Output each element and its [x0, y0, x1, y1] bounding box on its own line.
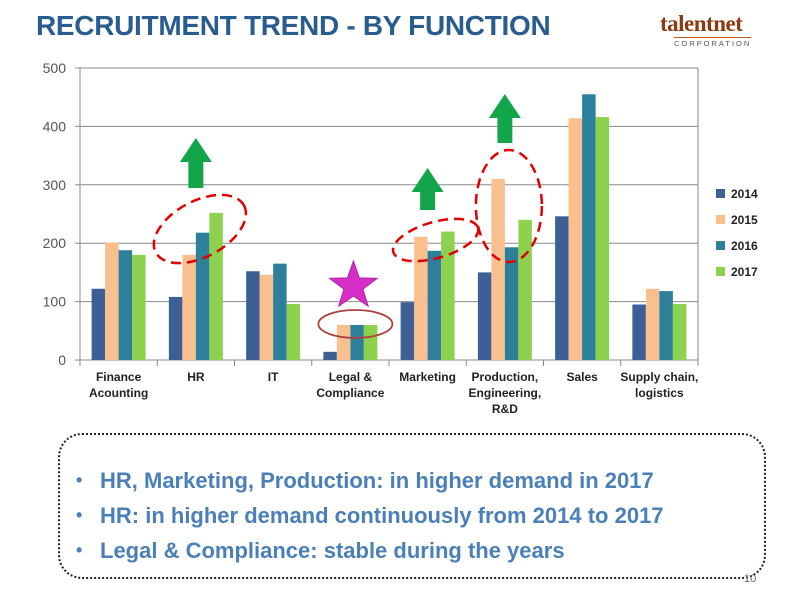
x-category-label: Acounting: [89, 386, 148, 400]
y-tick-label: 0: [58, 352, 66, 368]
y-tick-label: 200: [43, 235, 67, 251]
bar-2017-4: [441, 231, 455, 360]
bar-2015-0: [105, 242, 119, 360]
bar-2017-1: [209, 212, 223, 360]
bar-2016-0: [118, 250, 133, 360]
bar-chart: 0 100 200 300 400 500 Finance Acounting HR IT Lega…: [43, 60, 758, 416]
bar-2017-7: [672, 303, 687, 360]
logo-wordmark: talentnet: [660, 11, 743, 36]
x-category-label: logistics: [635, 386, 684, 400]
bar-2015-7: [645, 288, 660, 360]
legend-swatch-2017: [716, 267, 725, 276]
bar-2016-5: [504, 247, 519, 360]
logo-subtitle: CORPORATION: [674, 37, 752, 48]
x-category-label: IT: [268, 370, 279, 384]
bar-2016-7: [659, 291, 673, 360]
bar-2017-0: [132, 254, 146, 360]
x-category-label: Supply chain,: [620, 370, 698, 384]
x-category-label: Engineering,: [469, 386, 542, 400]
bar-2015-3: [336, 324, 351, 360]
bar-2014-0: [91, 288, 106, 360]
legend-swatch-2015: [716, 215, 725, 224]
bar-2014-1: [168, 296, 183, 360]
bar-2016-2: [273, 263, 287, 360]
legend-label-2014: 2014: [731, 187, 758, 201]
up-arrow-icon: [411, 168, 444, 210]
bar-2017-2: [286, 303, 301, 360]
x-category-label: Compliance: [316, 386, 384, 400]
x-category-label: Marketing: [399, 370, 456, 384]
x-category-label: Sales: [566, 370, 598, 384]
bar-2016-6: [582, 94, 596, 360]
x-category-label: HR: [187, 370, 205, 384]
up-arrow-icon: [179, 138, 212, 188]
legend-label-2016: 2016: [731, 239, 758, 253]
y-tick-label: 300: [43, 177, 67, 193]
bar-2015-4: [414, 236, 428, 360]
summary-bullet-3: • Legal & Compliance: stable during the y…: [76, 538, 565, 563]
highlight-ellipse: [152, 193, 248, 265]
stable-ellipse: [317, 309, 394, 339]
up-arrow-icon: [488, 94, 521, 143]
y-tick-label: 500: [43, 60, 67, 76]
bar-2016-3: [350, 324, 364, 360]
summary-box: • HR, Marketing, Production: in higher de…: [58, 433, 766, 579]
bar-2015-6: [568, 118, 583, 360]
company-logo: talentnet CORPORATION: [660, 12, 776, 48]
bar-2014-4: [400, 302, 415, 360]
bar-2017-3: [363, 324, 378, 360]
bar-2017-6: [595, 117, 610, 360]
bar-2016-4: [427, 250, 442, 360]
y-tick-label: 100: [43, 294, 67, 310]
bar-2014-6: [555, 216, 569, 360]
legend-label-2017: 2017: [731, 265, 758, 279]
summary-bullet-1: • HR, Marketing, Production: in higher de…: [76, 468, 654, 493]
bar-2015-2: [259, 274, 274, 360]
x-category-label: R&D: [492, 402, 518, 416]
x-category-label: Production,: [472, 370, 539, 384]
x-category-label: Finance: [96, 370, 142, 384]
legend-swatch-2016: [716, 241, 725, 250]
bar-2016-1: [195, 232, 210, 360]
star-icon: [328, 259, 379, 308]
bar-2014-2: [246, 271, 260, 360]
legend-swatch-2014: [716, 189, 725, 198]
highlight-ellipse: [474, 148, 544, 264]
x-category-label: Legal &: [329, 370, 373, 384]
bar-2014-5: [477, 272, 492, 360]
bar-2015-5: [491, 178, 505, 360]
legend-label-2015: 2015: [731, 213, 758, 227]
bar-2014-3: [323, 351, 337, 360]
bar-2017-5: [518, 219, 532, 360]
summary-bullet-2: • HR: in higher demand continuously from …: [76, 503, 664, 528]
bar-2014-7: [632, 304, 646, 360]
page-number: 10: [744, 573, 757, 585]
slide-title: RECRUITMENT TREND - BY FUNCTION: [36, 10, 551, 41]
y-tick-label: 400: [43, 118, 67, 134]
bar-2015-1: [182, 254, 196, 360]
